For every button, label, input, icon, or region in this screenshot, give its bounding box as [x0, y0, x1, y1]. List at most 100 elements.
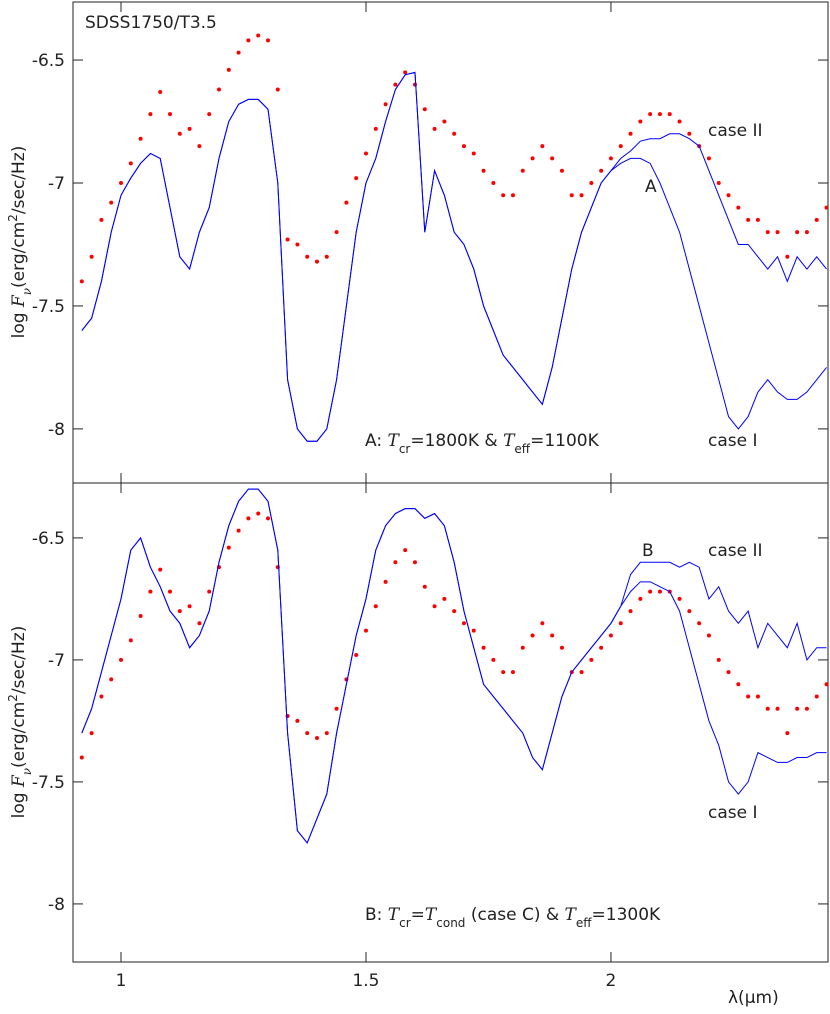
observed-point — [599, 168, 604, 173]
observed-point — [334, 706, 339, 711]
observed-point — [422, 107, 427, 112]
annotation-part: A: — [365, 431, 387, 451]
observed-point — [148, 589, 153, 594]
observed-point — [177, 609, 182, 614]
y-tick-label: -7.5 — [32, 297, 65, 317]
observed-point — [755, 217, 760, 222]
observed-point — [687, 131, 692, 136]
observed-point — [89, 254, 94, 259]
observed-point — [226, 67, 231, 72]
observed-point — [471, 628, 476, 633]
observed-point — [187, 604, 192, 609]
panel-frame — [72, 1, 829, 484]
observed-point — [491, 657, 496, 662]
observed-point — [285, 237, 290, 242]
observed-point — [726, 193, 731, 198]
observed-point — [618, 144, 623, 149]
observed-point — [697, 621, 702, 626]
chart-title: SDSS1750/T3.5 — [85, 13, 217, 33]
observed-point — [354, 176, 359, 181]
observed-point — [716, 657, 721, 662]
y-axis-label: log Fν(erg/cm2/sec/Hz) — [6, 146, 34, 339]
y-label-part: (erg/cm — [9, 222, 29, 288]
observed-point — [432, 604, 437, 609]
annotation-part: T — [503, 431, 516, 451]
x-tick-label: 2 — [606, 971, 617, 991]
observed-point — [677, 596, 682, 601]
observed-point — [187, 126, 192, 131]
observed-point — [510, 670, 515, 675]
observed-point — [501, 670, 506, 675]
observed-point — [305, 254, 310, 259]
model-line — [81, 71, 827, 442]
annotation-part: B: — [365, 905, 388, 925]
y-label-part: 2 — [6, 694, 20, 702]
observed-point — [501, 193, 506, 198]
observed-point — [324, 254, 329, 259]
observed-point — [148, 112, 153, 117]
observed-point — [550, 633, 555, 638]
y-tick-label: -7.5 — [32, 773, 65, 793]
observed-point — [295, 242, 300, 247]
observed-point — [461, 621, 466, 626]
y-label-part: log — [9, 787, 29, 818]
observed-point — [119, 657, 124, 662]
observed-point — [638, 119, 643, 124]
observed-point — [736, 682, 741, 687]
y-tick-label: -7 — [48, 651, 65, 671]
plot-area — [79, 33, 828, 442]
y-label-part: log — [9, 307, 29, 338]
observed-point — [236, 528, 241, 533]
y-label-part: /sec/Hz) — [9, 626, 29, 694]
observed-point — [314, 735, 319, 740]
observed-point — [814, 694, 819, 699]
observed-point — [442, 596, 447, 601]
observed-point — [775, 230, 780, 235]
y-label-part: ν — [20, 288, 34, 295]
observed-point — [452, 131, 457, 136]
annotation-part: cr — [399, 442, 411, 456]
observed-point — [628, 131, 633, 136]
observed-point — [716, 180, 721, 185]
y-tick-label: -7 — [48, 174, 65, 194]
observed-point — [755, 694, 760, 699]
y-tick-label: -6.5 — [32, 51, 65, 71]
observed-point — [461, 144, 466, 149]
observed-point — [79, 279, 84, 284]
annotation: B: Tcr=Tcond (case C) & Teff=1300K — [365, 905, 661, 930]
annotation-part: = — [411, 905, 425, 925]
observed-point — [579, 193, 584, 198]
plot-area — [79, 488, 828, 844]
observed-point — [540, 144, 545, 149]
observed-point — [765, 706, 770, 711]
observed-point — [403, 70, 408, 75]
annotation-part: =1100K — [530, 431, 600, 451]
observed-point — [197, 144, 202, 149]
annotation-part: T — [387, 431, 400, 451]
observed-point — [383, 579, 388, 584]
observed-point — [305, 731, 310, 736]
panel-marker: A — [645, 177, 657, 197]
model-line — [81, 488, 827, 844]
annotation-part: =1300K — [592, 905, 662, 925]
observed-point — [687, 609, 692, 614]
observed-point — [530, 156, 535, 161]
series-label: case II — [708, 121, 763, 141]
observed-point — [197, 621, 202, 626]
observed-point — [89, 731, 94, 736]
annotation-part: T — [388, 905, 401, 925]
observed-point — [530, 633, 535, 638]
series-label: case II — [708, 541, 763, 561]
observed-point — [746, 694, 751, 699]
observed-point — [412, 560, 417, 565]
observed-point — [363, 628, 368, 633]
series-label: case I — [708, 803, 758, 823]
observed-point — [256, 33, 261, 38]
observed-point — [177, 131, 182, 136]
observed-point — [119, 180, 124, 185]
annotation-part: cond — [436, 916, 465, 930]
observed-point — [373, 126, 378, 131]
observed-point — [265, 38, 270, 43]
annotation-part: T — [425, 905, 438, 925]
y-label-part: 2 — [6, 214, 20, 222]
